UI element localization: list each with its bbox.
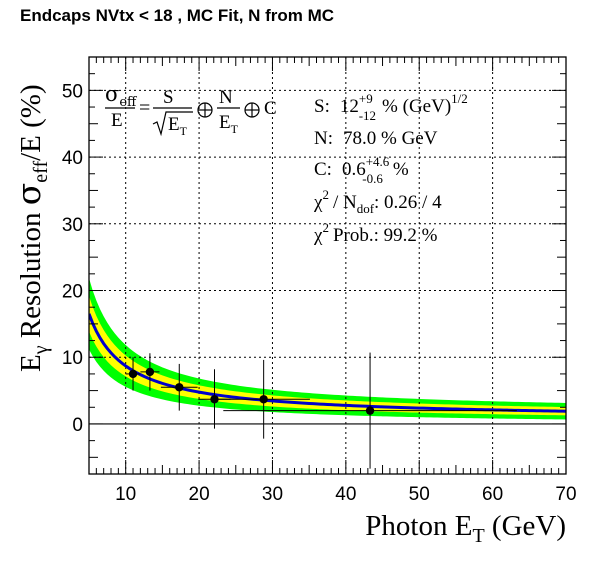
point-marker (145, 367, 155, 377)
oplus-symbol-1 (197, 102, 213, 118)
point-marker (365, 406, 375, 415)
y-tick-label: 30 (62, 215, 83, 236)
axis-tick-labels: 10 20 30 40 50 60 70 0 10 20 30 40 50 (62, 81, 577, 505)
chart-title: Endcaps NVtx < 18 , MC Fit, N from MC (20, 6, 335, 25)
x-tick-label: 40 (335, 484, 356, 505)
svg-text:N: N (219, 87, 233, 108)
param-s: S: 12+9 -12% (GeV)1/2 (314, 91, 468, 123)
band-2sigma (89, 278, 566, 420)
data-point (217, 359, 310, 439)
y-tick-label: 10 (62, 348, 83, 369)
point-marker (210, 395, 219, 404)
x-tick-label: 50 (409, 484, 430, 505)
point-marker (175, 383, 184, 392)
svg-text:E: E (111, 110, 123, 131)
x-tick-label: 30 (262, 484, 283, 505)
svg-text:σeff: σeff (105, 82, 138, 110)
y-tick-label: 40 (62, 148, 83, 169)
data-point (160, 363, 198, 411)
param-c: C: 0.6+4.6 -0.6% (314, 154, 409, 186)
point-marker (259, 395, 268, 404)
y-tick-label: 20 (62, 282, 83, 303)
plot-frame (88, 56, 567, 475)
fit-parameters: S: 12+9 -12% (GeV)1/2 N: 78.0 % GeV C: 0.6+4… (313, 91, 468, 246)
point-marker (128, 369, 138, 379)
x-tick-label: 60 (482, 484, 503, 505)
fit-formula: σeff E = S ET N ET C (105, 82, 277, 138)
svg-text:ET: ET (168, 114, 188, 138)
svg-text:=: = (139, 97, 150, 119)
x-axis-label: Photon ET (GeV) (365, 510, 566, 547)
param-chi2: χ2/ Ndof: 0.26 / 4 (313, 187, 442, 216)
data-point (223, 352, 517, 469)
uncertainty-bands (89, 278, 566, 420)
y-axis-label: Eγ Resolution σeff/E (%) (9, 84, 52, 372)
param-prob: χ2 Prob.: 99.2 % (313, 220, 438, 246)
data-points (125, 352, 517, 469)
fit-curve (89, 313, 566, 413)
svg-text:S: S (163, 87, 174, 108)
x-tick-label: 70 (555, 484, 576, 505)
y-tick-label: 50 (62, 81, 83, 102)
x-tick-label: 20 (189, 484, 210, 505)
x-tick-label: 10 (115, 484, 136, 505)
param-n: N: 78.0 % GeV (314, 128, 438, 149)
data-point (140, 353, 160, 391)
svg-text:ET: ET (219, 112, 239, 136)
y-tick-label: 0 (72, 415, 83, 436)
svg-text:C: C (264, 98, 277, 119)
data-point (125, 357, 141, 391)
axis-ticks (88, 56, 567, 475)
plot-border (88, 56, 567, 475)
fit-line (89, 313, 566, 413)
oplus-symbol-2 (244, 102, 260, 118)
